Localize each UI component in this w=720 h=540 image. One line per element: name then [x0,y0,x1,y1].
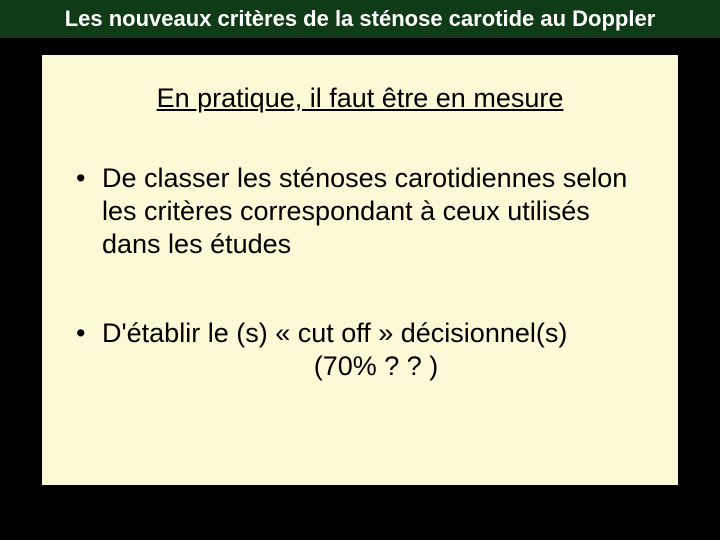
header-bar: Les nouveaux critères de la sténose caro… [0,0,720,38]
bullet-list: De classer les sténoses carotidiennes se… [70,162,650,383]
bullet-text-line2: (70% ? ? ) [102,350,650,383]
bullet-text-line1: D'établir le (s) « cut off » décisionnel… [102,318,567,348]
slide: Les nouveaux critères de la sténose caro… [0,0,720,540]
list-item: D'établir le (s) « cut off » décisionnel… [70,317,650,383]
subtitle: En pratique, il faut être en mesure [70,83,650,114]
content-box: En pratique, il faut être en mesure De c… [42,55,678,485]
bullet-text: De classer les sténoses carotidiennes se… [102,163,627,259]
list-item: De classer les sténoses carotidiennes se… [70,162,650,261]
header-title: Les nouveaux critères de la sténose caro… [65,6,656,32]
